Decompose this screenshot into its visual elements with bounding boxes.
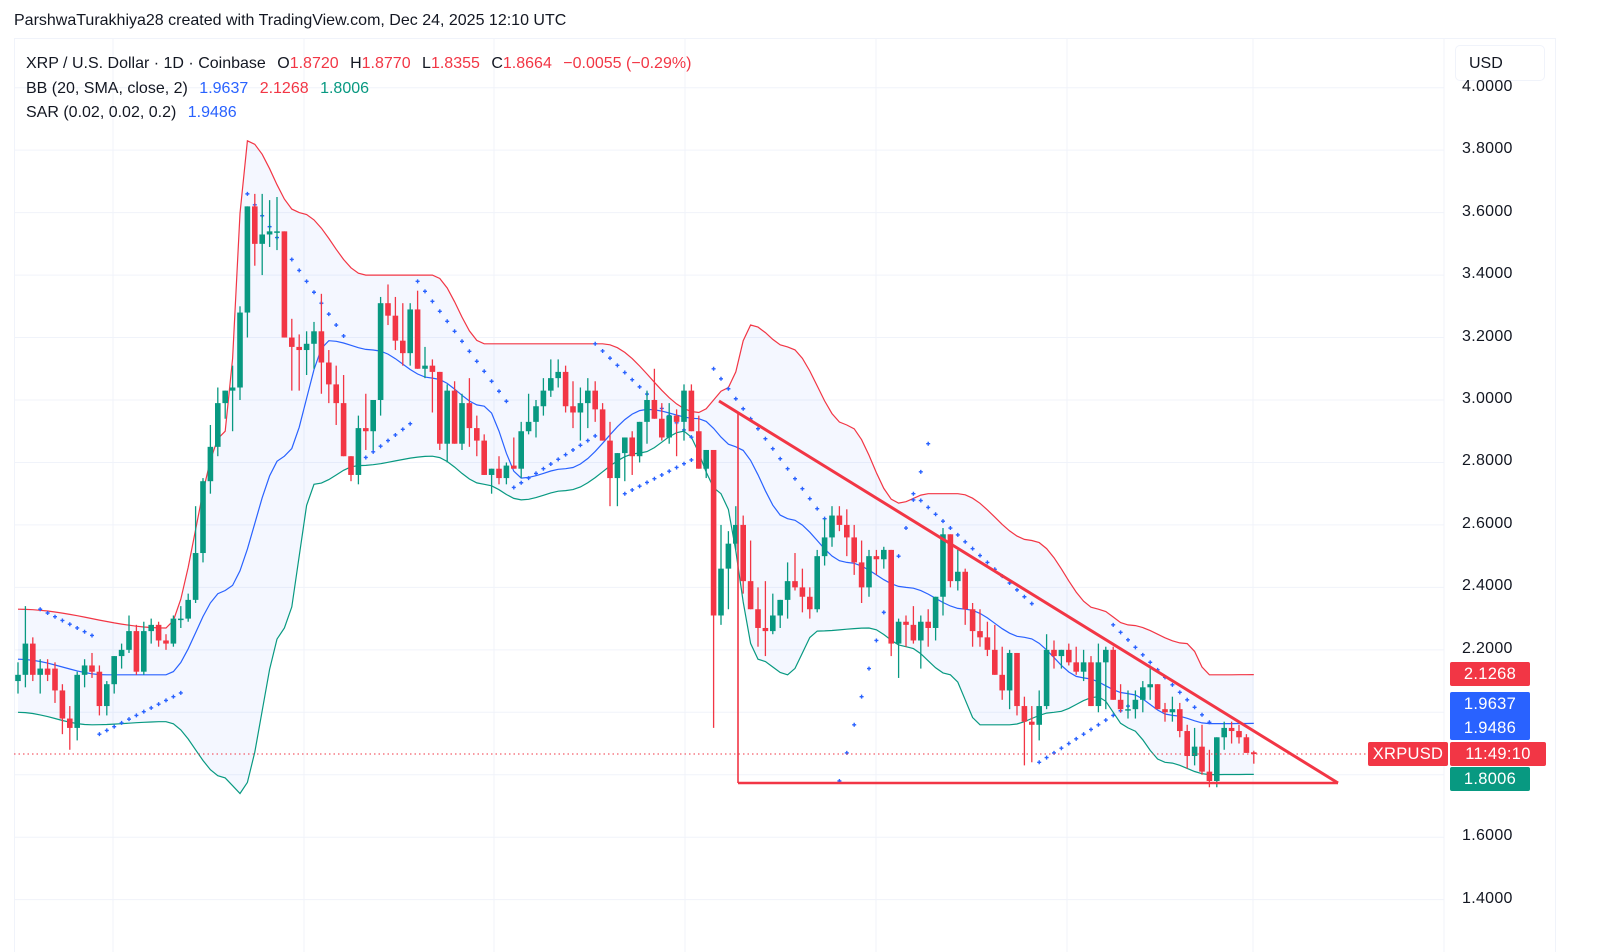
price-axis-label: 3.2000 <box>1462 327 1513 345</box>
price-axis-label: 2.6000 <box>1462 514 1513 532</box>
price-axis-label: 2.2000 <box>1462 639 1513 657</box>
change-value: −0.0055 (−0.29%) <box>563 55 692 72</box>
bollinger-band-fill <box>18 140 1254 794</box>
bb-basis-price-tag: 1.9637 <box>1450 692 1530 716</box>
legend-symbol-row[interactable]: XRP / U.S. Dollar · 1D · Coinbase O1.872… <box>26 52 691 77</box>
price-axis-label: 1.6000 <box>1462 827 1513 845</box>
close-label: C <box>491 55 503 72</box>
price-axis-label: 4.0000 <box>1462 77 1513 95</box>
bb-lower-value: 1.8006 <box>320 79 370 97</box>
price-axis-label: 2.4000 <box>1462 577 1513 595</box>
descending-triangle-drawing[interactable] <box>718 399 1339 785</box>
low-label: L <box>422 55 431 72</box>
price-axis-label: 1.4000 <box>1462 889 1513 907</box>
price-axis-label: 3.4000 <box>1462 265 1513 283</box>
open-label: O <box>277 55 290 72</box>
bb-lower-price-tag: 1.8006 <box>1450 767 1530 791</box>
bb-upper-price-tag: 2.1268 <box>1450 662 1530 686</box>
legend-bb-row[interactable]: BB (20, SMA, close, 2) 1.9637 2.1268 1.8… <box>26 77 691 102</box>
chart-pane[interactable] <box>14 38 1556 952</box>
symbol-description: XRP / U.S. Dollar · 1D · Coinbase <box>26 55 266 72</box>
close-value: 1.8664 <box>502 55 552 72</box>
sar-price-tag: 1.9486 <box>1450 716 1530 740</box>
currency-button[interactable]: USD <box>1455 45 1545 81</box>
price-axis-label: 3.6000 <box>1462 202 1513 220</box>
price-axis-label: 2.8000 <box>1462 452 1513 470</box>
low-value: 1.8355 <box>430 55 480 72</box>
high-value: 1.8770 <box>361 55 411 72</box>
bb-upper-value: 2.1268 <box>259 79 309 97</box>
symbol-price-tag: XRPUSD <box>1368 742 1448 766</box>
attribution: ParshwaTurakhiya28 created with TradingV… <box>14 12 567 29</box>
bb-label: BB (20, SMA, close, 2) <box>26 79 188 97</box>
chart-legend: XRP / U.S. Dollar · 1D · Coinbase O1.872… <box>26 52 691 126</box>
high-label: H <box>350 55 362 72</box>
candles <box>15 193 1257 788</box>
price-axis-label: 3.0000 <box>1462 390 1513 407</box>
price-axis-label: 3.8000 <box>1462 140 1513 158</box>
sar-label: SAR (0.02, 0.02, 0.2) <box>26 104 177 121</box>
legend-sar-row[interactable]: SAR (0.02, 0.02, 0.2) 1.9486 <box>26 101 691 126</box>
open-value: 1.8720 <box>289 55 339 72</box>
bar-countdown-tag: 11:49:10 <box>1450 742 1546 766</box>
sar-value: 1.9486 <box>187 104 237 121</box>
bb-basis-value: 1.9637 <box>199 79 249 97</box>
